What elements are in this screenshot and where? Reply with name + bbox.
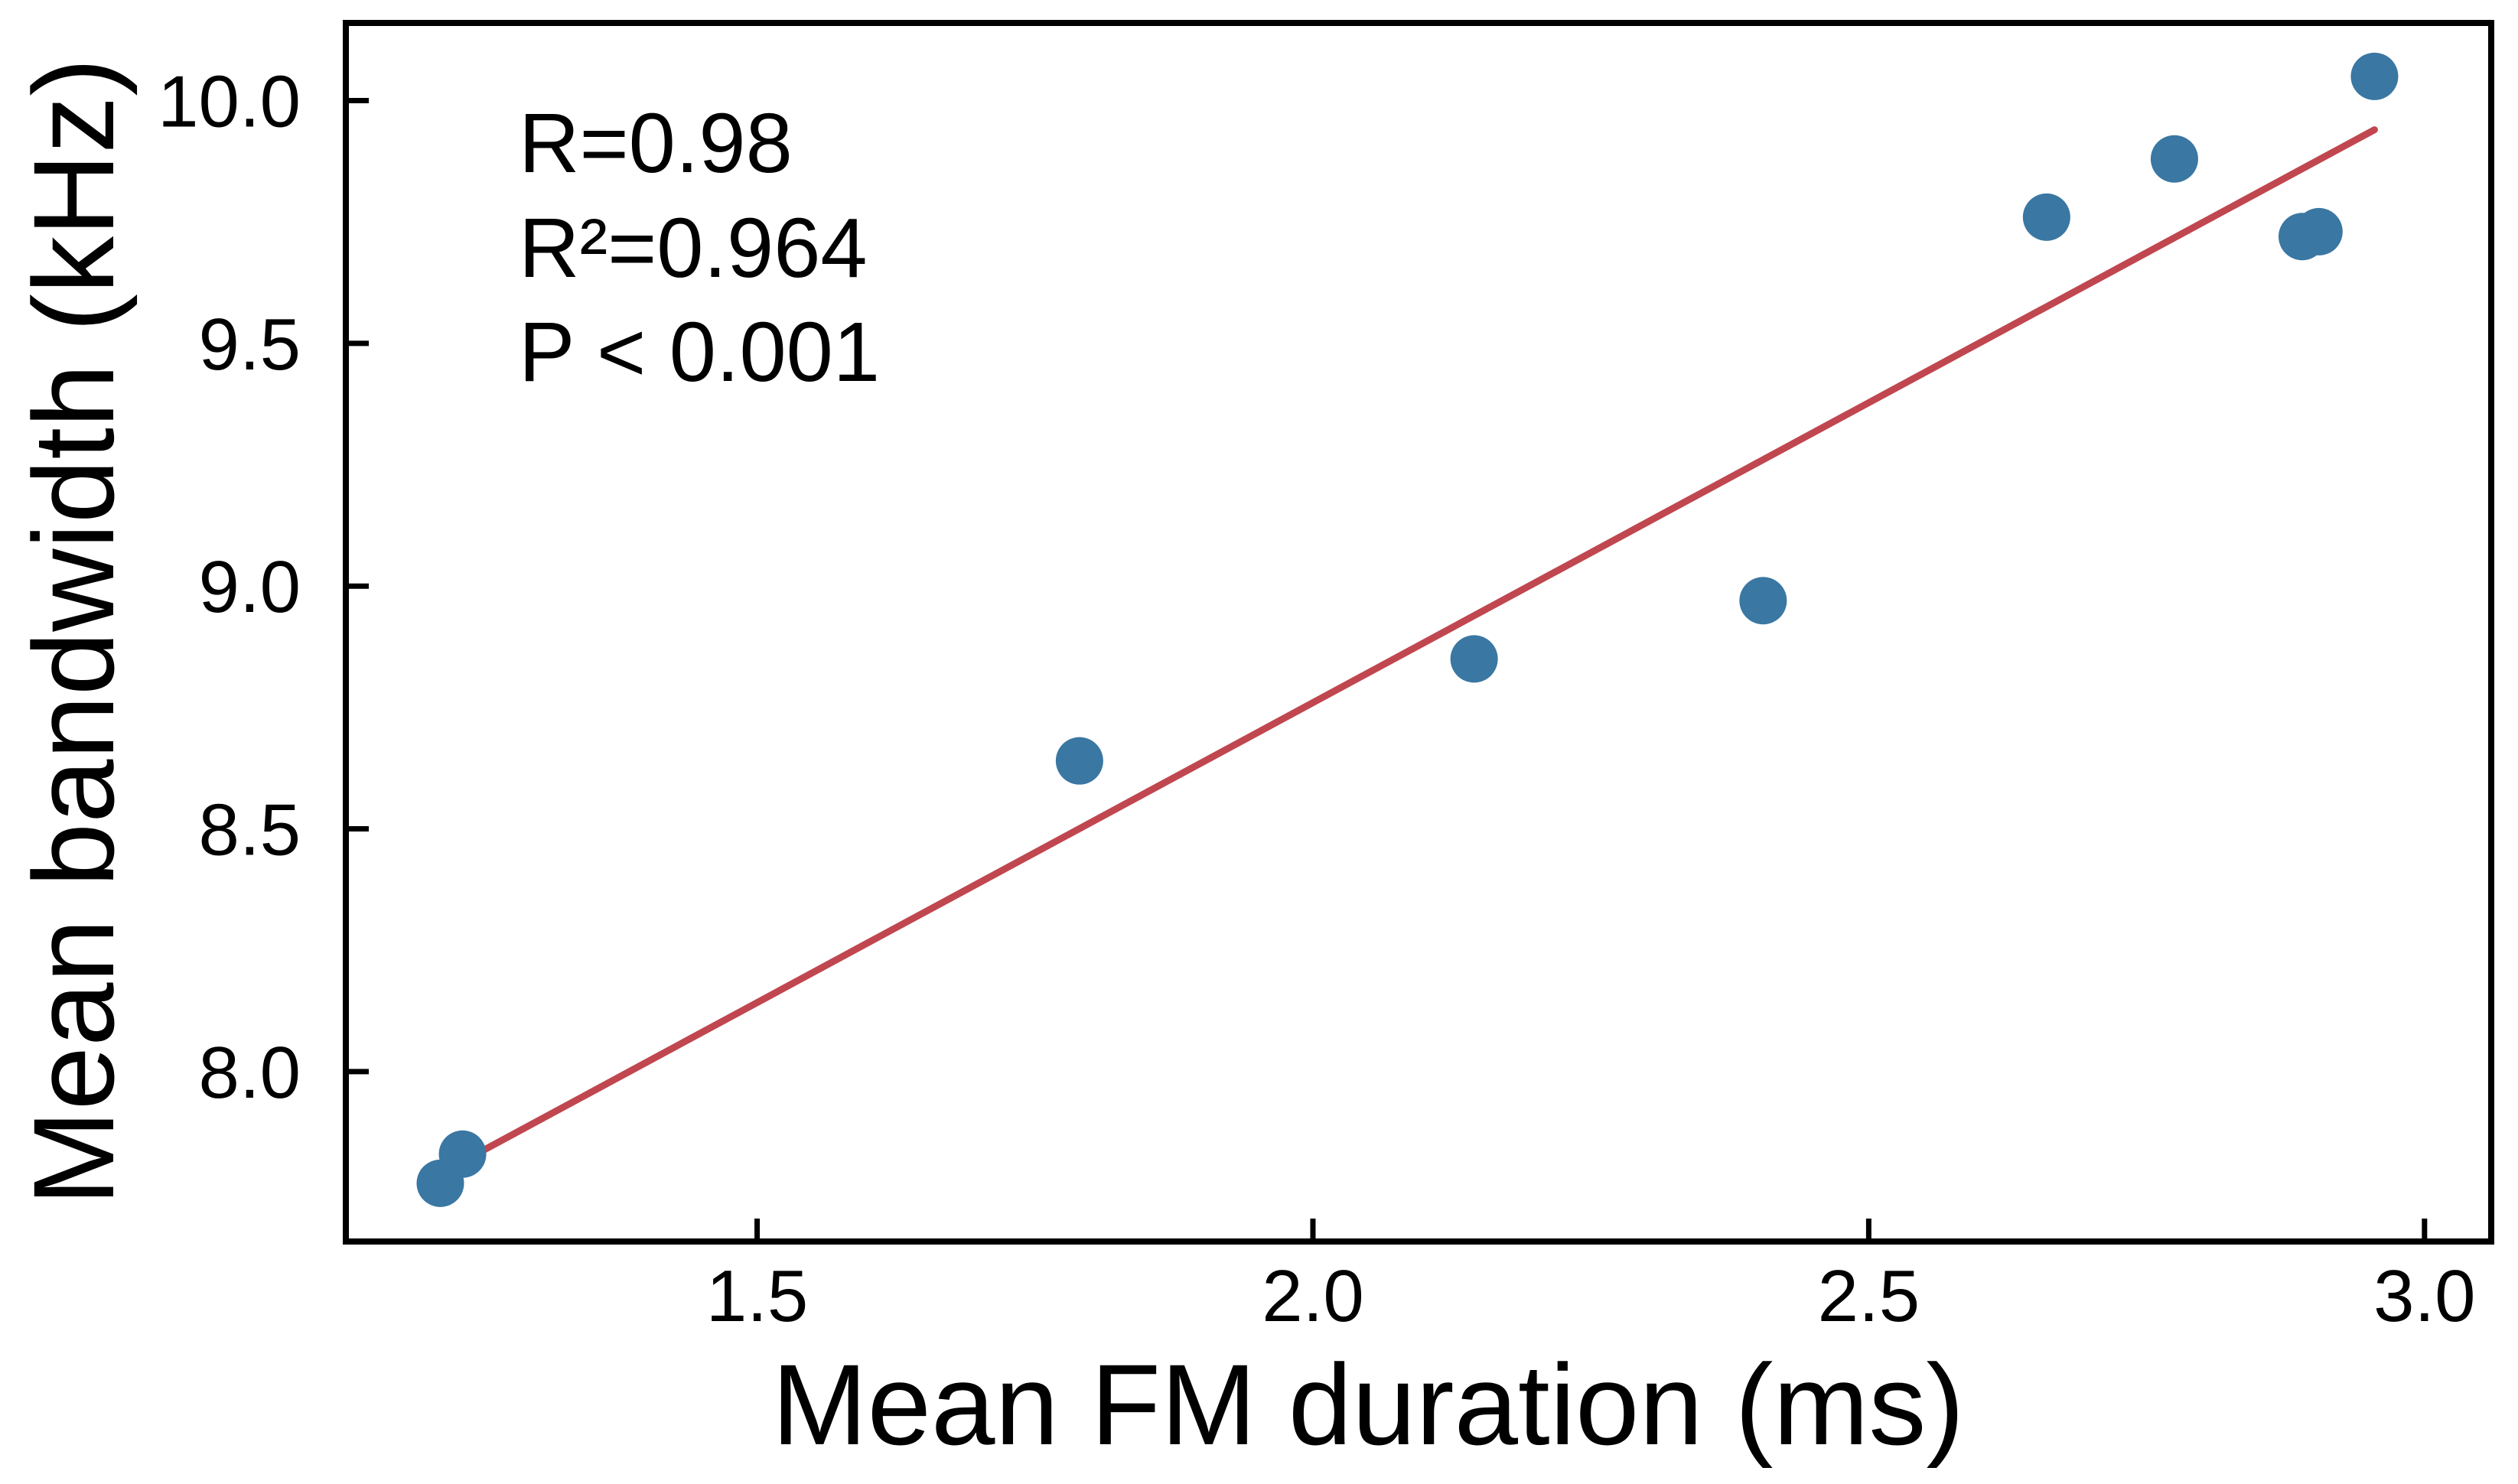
y-tick-label: 8.0 — [199, 1032, 301, 1114]
x-axis: 1.5 2.0 2.5 3.0 — [706, 1219, 2476, 1337]
data-point — [2150, 135, 2198, 183]
y-axis: 8.0 8.5 9.0 9.5 10.0 — [158, 61, 369, 1114]
annotation-group: R=0.98 R²=0.964 P < 0.001 — [519, 96, 880, 399]
data-point — [2350, 52, 2399, 100]
y-axis-title: Mean bandwidth (kHz) — [9, 58, 138, 1206]
annotation-p-value: P < 0.001 — [519, 305, 880, 399]
y-tick-label: 9.0 — [199, 546, 301, 628]
data-point — [2022, 193, 2070, 241]
annotation-r-squared: R²=0.964 — [519, 201, 868, 295]
y-tick-label: 8.5 — [199, 789, 301, 871]
y-tick-label: 9.5 — [199, 304, 301, 386]
data-point — [2295, 207, 2343, 255]
plot-area — [416, 52, 2399, 1207]
x-tick-label: 3.0 — [2373, 1255, 2475, 1337]
axis-frame-group — [343, 20, 2494, 1245]
data-point — [438, 1130, 487, 1178]
x-axis-title: Mean FM duration (ms) — [772, 1340, 1965, 1469]
axis-frame — [343, 20, 2494, 1245]
data-point — [1739, 577, 1787, 625]
data-point — [1055, 737, 1103, 785]
x-tick-label: 1.5 — [706, 1255, 808, 1337]
y-tick-label: 10.0 — [158, 61, 301, 143]
x-tick-label: 2.0 — [1262, 1255, 1363, 1337]
data-point — [1450, 635, 1498, 683]
fit-line — [436, 126, 2378, 1177]
annotation-r: R=0.98 — [519, 96, 793, 190]
x-tick-label: 2.5 — [1818, 1255, 1920, 1337]
